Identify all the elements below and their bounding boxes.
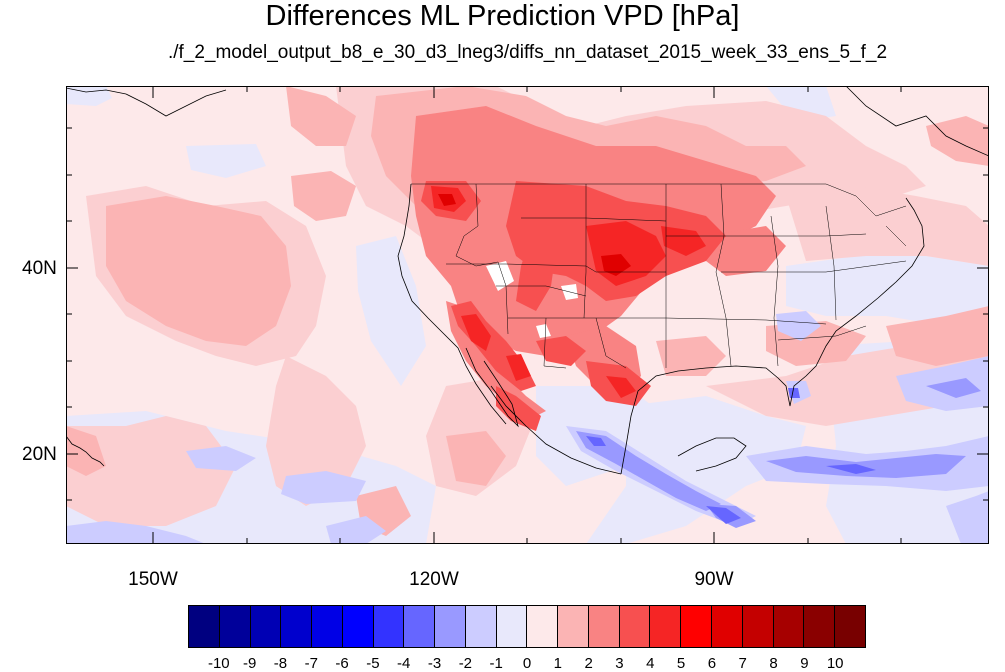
coastlines bbox=[66, 86, 989, 475]
colorbar-cell bbox=[773, 606, 805, 647]
colorbar-label: 7 bbox=[738, 655, 747, 672]
map-subtitle: ./f_2_model_output_b8_e_30_d3_lneg3/diff… bbox=[167, 42, 888, 63]
lon-label-120w: 120W bbox=[409, 569, 459, 590]
lat-label-20n: 20N bbox=[22, 444, 57, 465]
lat-label-40n: 40N bbox=[22, 258, 57, 279]
colorbar-cell bbox=[373, 606, 405, 647]
colorbar-label: 10 bbox=[826, 655, 844, 672]
colorbar-label: -2 bbox=[458, 655, 473, 672]
colorbar-cell bbox=[681, 606, 713, 647]
field-zero-holes bbox=[486, 261, 578, 338]
colorbar-label: -9 bbox=[242, 655, 257, 672]
colorbar-label: 8 bbox=[769, 655, 778, 672]
colorbar-label: 5 bbox=[676, 655, 686, 672]
colorbar-cell bbox=[250, 606, 282, 647]
field-blue-deep bbox=[586, 388, 876, 524]
colorbar-cell bbox=[496, 606, 528, 647]
colorbar-labels: -10 -9 -8 -7 -6 -5 -4 -3 -2 -1 0 1 2 3 4 5 6 7 8 9 10 bbox=[188, 656, 866, 672]
field-blue-strong bbox=[576, 378, 981, 528]
colorbar-label: -10 bbox=[207, 655, 230, 672]
map-panel bbox=[66, 86, 989, 544]
colorbar-cell bbox=[650, 606, 682, 647]
colorbar-cell bbox=[558, 606, 589, 647]
colorbar-label: -8 bbox=[273, 655, 288, 672]
map-title: Differences ML Prediction VPD [hPa] bbox=[265, 0, 740, 32]
vpd-difference-map bbox=[66, 86, 989, 544]
colorbar-cell bbox=[219, 606, 251, 647]
colorbar-label: 9 bbox=[800, 655, 809, 672]
colorbar-label: -6 bbox=[335, 655, 349, 672]
colorbar-cell bbox=[435, 606, 466, 647]
colorbar-label: -1 bbox=[489, 655, 503, 672]
colorbar-cell bbox=[712, 606, 743, 647]
colorbar-cell bbox=[527, 606, 559, 647]
colorbar-label: 3 bbox=[615, 655, 624, 672]
colorbar-label: -3 bbox=[427, 655, 442, 672]
colorbar-label: -7 bbox=[304, 655, 318, 672]
colorbar-cell bbox=[465, 606, 497, 647]
colorbar-label: 4 bbox=[646, 655, 655, 672]
colorbar-label: 6 bbox=[707, 655, 717, 672]
lon-label-150w: 150W bbox=[128, 569, 178, 590]
colorbar-cell bbox=[189, 606, 220, 647]
field-red-max bbox=[438, 194, 631, 276]
map-frame bbox=[66, 86, 989, 544]
colorbar-cell bbox=[281, 606, 313, 647]
colorbar-cell bbox=[742, 606, 774, 647]
colorbar-label: -4 bbox=[397, 655, 411, 672]
colorbar-cell bbox=[588, 606, 620, 647]
lon-label-90w: 90W bbox=[694, 569, 734, 590]
colorbar-cell bbox=[835, 606, 865, 647]
colorbar-cell bbox=[804, 606, 836, 647]
colorbar-cell bbox=[404, 606, 436, 647]
colorbar-cell bbox=[342, 606, 374, 647]
colorbar-cell bbox=[312, 606, 343, 647]
colorbar-label: -5 bbox=[366, 655, 380, 672]
colorbar-cell bbox=[619, 606, 651, 647]
state-boundaries bbox=[411, 183, 907, 369]
colorbar bbox=[188, 605, 866, 648]
colorbar-label: 1 bbox=[553, 655, 562, 672]
colorbar-label: 2 bbox=[584, 655, 593, 672]
colorbar-label: 0 bbox=[522, 655, 532, 672]
